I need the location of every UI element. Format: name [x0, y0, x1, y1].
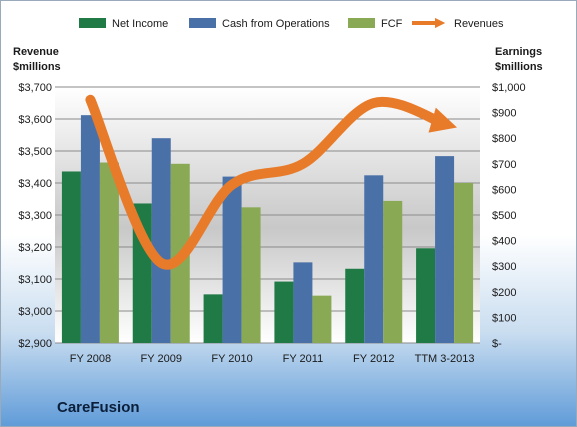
right-tick-label: $700 [492, 159, 516, 171]
right-tick-label: $800 [492, 133, 516, 145]
legend-label-cash-from-operations: Cash from Operations [222, 18, 330, 30]
x-tick-label: FY 2012 [353, 353, 394, 365]
bar-net-income [274, 281, 294, 343]
bars-group [61, 115, 474, 343]
left-tick-label: $3,200 [18, 242, 52, 254]
bar-cash-from-operations [222, 176, 242, 343]
bar-cash-from-operations [293, 262, 313, 343]
legend-swatch-net-income [79, 18, 106, 28]
x-tick-label: TTM 3-2013 [415, 353, 475, 365]
bar-cash-from-operations [80, 115, 100, 343]
right-tick-label: $500 [492, 210, 516, 222]
left-axis-title-line2: $millions [13, 61, 61, 73]
right-tick-label: $300 [492, 261, 516, 273]
x-tick-label: FY 2008 [70, 353, 111, 365]
revenue-line [85, 94, 458, 270]
right-tick-label: $600 [492, 184, 516, 196]
right-tick-label: $- [492, 338, 502, 350]
bar-fcf [99, 162, 119, 343]
revenue-line-group [85, 94, 458, 270]
legend-label-net-income: Net Income [112, 18, 168, 30]
legend-label-fcf: FCF [381, 18, 403, 30]
left-tick-label: $2,900 [18, 338, 52, 350]
x-tick-label: FY 2011 [283, 353, 324, 365]
legend-swatch-cash-from-operations [189, 18, 216, 28]
bar-cash-from-operations [364, 175, 384, 343]
right-tick-label: $1,000 [492, 82, 526, 94]
legend-swatch-fcf [348, 18, 375, 28]
right-axis-title-line2: $millions [495, 61, 543, 73]
company-name: CareFusion [57, 399, 140, 416]
left-tick-label: $3,700 [18, 82, 52, 94]
bar-net-income [203, 294, 223, 343]
legend: Net Income Cash from Operations FCF Reve… [79, 17, 504, 30]
x-tick-label: FY 2010 [211, 353, 252, 365]
bar-net-income [61, 171, 81, 343]
bar-fcf [241, 207, 261, 343]
x-axis-ticks: FY 2008 FY 2009 FY 2010 FY 2011 FY 2012 TTM 3… [70, 353, 475, 365]
left-axis-ticks: $2,900 $3,000 $3,100 $3,200 $3,300 $3,400 $3,5… [18, 82, 52, 350]
left-tick-label: $3,600 [18, 114, 52, 126]
bar-net-income [345, 268, 365, 343]
bar-fcf [383, 200, 403, 343]
x-tick-label: FY 2009 [141, 353, 182, 365]
legend-label-revenues: Revenues [454, 18, 504, 30]
left-axis-title-line1: Revenue [13, 46, 59, 58]
right-tick-label: $200 [492, 287, 516, 299]
right-axis-title-line1: Earnings [495, 46, 542, 58]
bar-fcf [454, 183, 474, 343]
right-tick-label: $900 [492, 108, 516, 120]
bar-cash-from-operations [151, 138, 171, 343]
bar-cash-from-operations [435, 156, 455, 343]
left-tick-label: $3,100 [18, 274, 52, 286]
left-tick-label: $3,500 [18, 146, 52, 158]
right-tick-label: $400 [492, 236, 516, 248]
bar-net-income [416, 248, 436, 343]
bar-fcf [312, 295, 332, 343]
right-tick-label: $100 [492, 312, 516, 324]
gridlines [55, 86, 480, 344]
left-tick-label: $3,000 [18, 306, 52, 318]
left-tick-label: $3,400 [18, 178, 52, 190]
right-axis-ticks: $- $100 $200 $300 $400 $500 $600 $700 $800 $900 $1… [492, 82, 526, 350]
left-tick-label: $3,300 [18, 210, 52, 222]
